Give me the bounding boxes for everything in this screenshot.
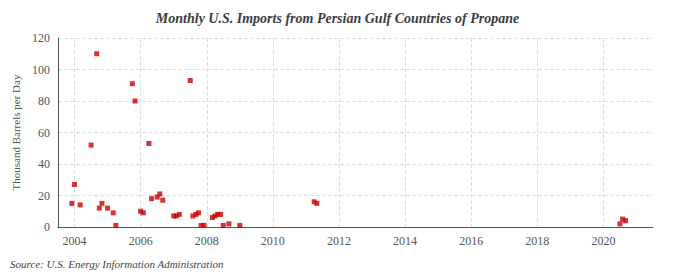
svg-text:20: 20: [38, 189, 50, 203]
svg-text:100: 100: [32, 63, 50, 77]
svg-text:2004: 2004: [63, 234, 87, 248]
svg-text:2020: 2020: [591, 234, 615, 248]
svg-text:80: 80: [38, 94, 50, 108]
svg-text:2018: 2018: [525, 234, 549, 248]
svg-text:60: 60: [38, 126, 50, 140]
svg-text:2008: 2008: [195, 234, 219, 248]
svg-text:40: 40: [38, 157, 50, 171]
svg-text:2006: 2006: [129, 234, 153, 248]
svg-text:2012: 2012: [327, 234, 351, 248]
svg-text:120: 120: [32, 31, 50, 45]
svg-text:2014: 2014: [393, 234, 417, 248]
svg-text:2010: 2010: [261, 234, 285, 248]
svg-text:Monthly U.S. Imports from Pers: Monthly U.S. Imports from Persian Gulf C…: [155, 11, 519, 26]
svg-text:0: 0: [44, 220, 50, 234]
svg-text:Thousand Barrels per Day: Thousand Barrels per Day: [10, 74, 22, 190]
svg-text:Source: U.S. Energy Informatio: Source: U.S. Energy Information Administ…: [10, 258, 224, 270]
svg-text:2016: 2016: [459, 234, 483, 248]
